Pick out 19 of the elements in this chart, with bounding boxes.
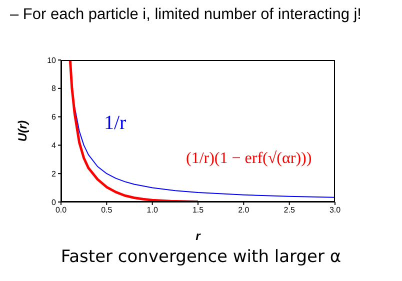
x-tick-label: 1.0 [146,206,158,215]
y-tick-label: 4 [52,141,57,150]
y-tick-label: 0 [52,198,57,207]
text: Faster convergence with larger α [60,247,342,267]
x-tick-label: 3.0 [329,206,342,215]
y-axis-title: U(r) [15,120,30,142]
y-tick-label: 6 [52,112,57,122]
y-tick-label: 8 [52,84,57,94]
chart-title: – For each particle i, limited number of interacting j! [10,6,362,24]
x-tick-label: 0.5 [101,206,113,215]
x-tick-label: 2.5 [284,206,296,215]
annotation: (1/r)(1 − erf(√(αr))) [186,150,312,168]
x-tick-label: 0.0 [55,206,68,215]
y-tick-label: 10 [47,56,57,65]
x-tick-label: 2.0 [238,206,250,215]
x-axis-title: r [196,229,202,243]
annotation: 1/r [104,112,126,135]
y-tick-label: 2 [52,169,57,178]
x-tick-label: 1.5 [192,206,204,215]
